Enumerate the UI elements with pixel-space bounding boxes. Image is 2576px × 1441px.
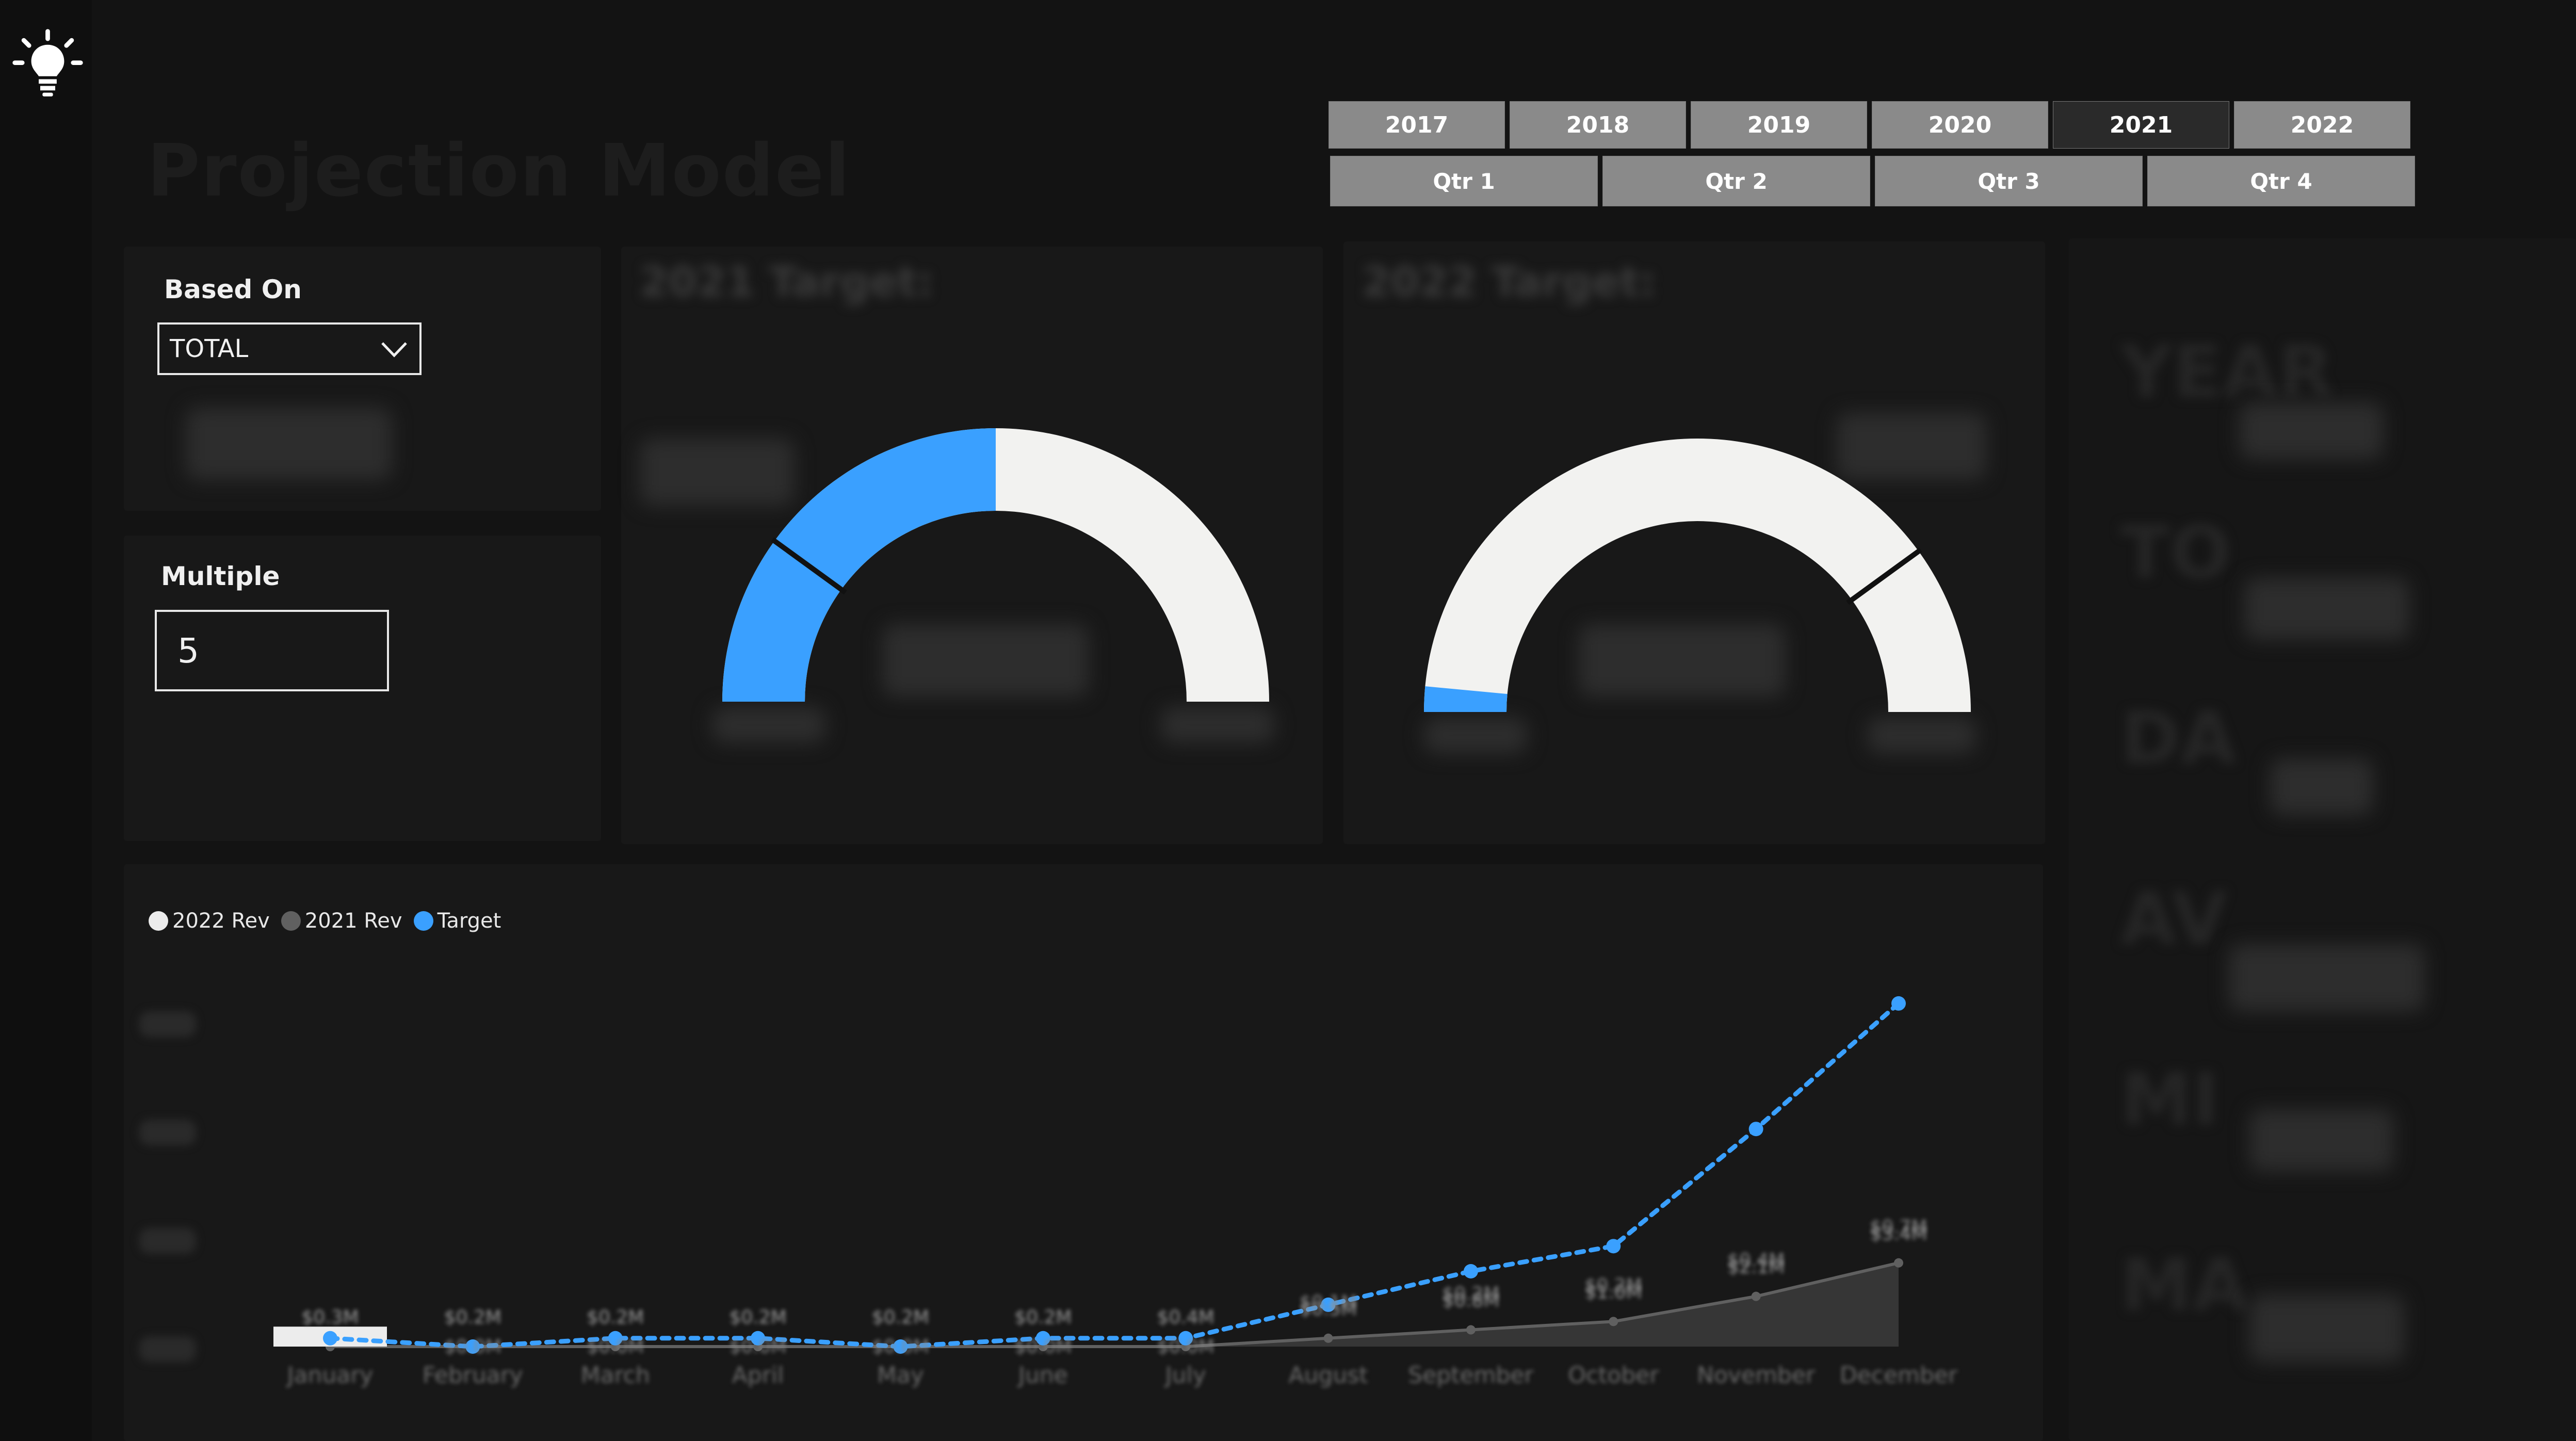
data-label-top: $0.3M	[301, 1307, 359, 1328]
y-axis-tick-label	[139, 1336, 196, 1362]
x-axis-label: January	[286, 1362, 374, 1388]
data-label-bottom: $0.7M	[1870, 1217, 1927, 1238]
series-target-point[interactable]	[1464, 1264, 1478, 1278]
x-axis-label: September	[1408, 1362, 1534, 1388]
series-2021-rev-point[interactable]	[1752, 1292, 1761, 1301]
series-target-point[interactable]	[1891, 996, 1906, 1011]
data-label-bottom: $0.1M	[1300, 1292, 1357, 1313]
x-axis-label: May	[877, 1362, 924, 1388]
x-axis-label: October	[1568, 1362, 1659, 1388]
data-label-top: $0.2M	[1014, 1307, 1072, 1328]
data-label-top: $0.2M	[444, 1307, 501, 1328]
x-axis-label: November	[1697, 1362, 1816, 1388]
series-2021-rev-point[interactable]	[1894, 1258, 1903, 1268]
series-target-point[interactable]	[323, 1331, 337, 1346]
series-2021-rev-point[interactable]	[1466, 1325, 1476, 1335]
x-axis-label: April	[732, 1362, 784, 1388]
data-label-bottom: $0.0M	[587, 1336, 644, 1357]
data-label-bottom: $0.0M	[444, 1336, 501, 1357]
x-axis-label: June	[1017, 1362, 1068, 1388]
data-label-top: $0.2M	[872, 1307, 929, 1328]
y-axis-tick-label	[139, 1011, 196, 1037]
x-axis-label: March	[581, 1362, 650, 1388]
data-label-bottom: $0.0M	[872, 1336, 929, 1357]
series-target-point[interactable]	[1749, 1122, 1763, 1136]
series-target-point[interactable]	[1606, 1239, 1621, 1253]
series-2021-rev-point[interactable]	[1609, 1317, 1618, 1326]
series-target-line	[330, 1003, 1899, 1347]
data-label-top: $0.4M	[1157, 1307, 1214, 1328]
data-label-bottom: $0.0M	[1157, 1336, 1214, 1357]
data-label-top: $0.2M	[587, 1307, 644, 1328]
y-axis-tick-label	[139, 1120, 196, 1145]
x-axis-label: December	[1840, 1362, 1958, 1388]
data-label-bottom: $0.0M	[729, 1336, 786, 1357]
series-2021-rev-area	[330, 1263, 1899, 1347]
data-label-bottom: $0.4M	[1727, 1250, 1785, 1271]
x-axis-label: February	[423, 1362, 523, 1388]
data-label-bottom: $0.2M	[1585, 1275, 1642, 1296]
data-label-bottom: $0.0M	[1014, 1336, 1072, 1357]
series-2021-rev-point[interactable]	[1324, 1334, 1333, 1343]
data-label-bottom: $0.2M	[1442, 1284, 1499, 1305]
x-axis-label: August	[1289, 1362, 1368, 1388]
y-axis-tick-label	[139, 1228, 196, 1254]
data-label-top: $0.2M	[729, 1307, 786, 1328]
x-axis-label: July	[1164, 1362, 1206, 1388]
